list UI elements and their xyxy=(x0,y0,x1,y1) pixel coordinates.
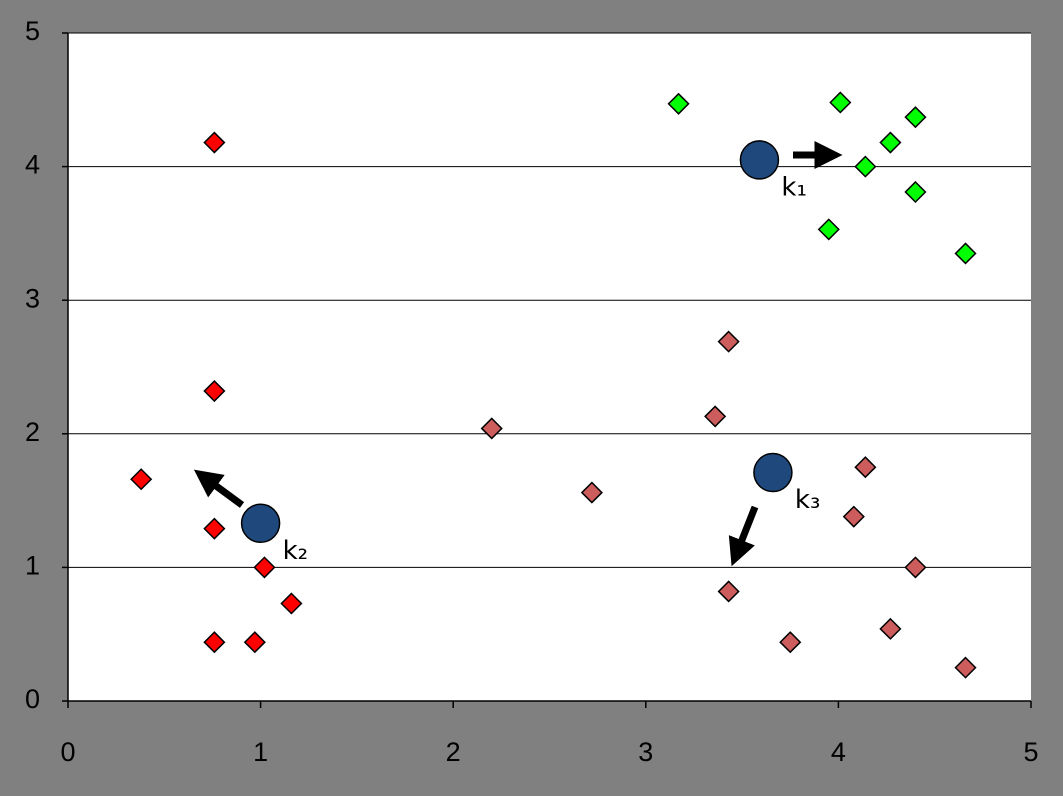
point xyxy=(580,481,603,504)
point xyxy=(904,180,927,204)
x-tick-label: 4 xyxy=(831,737,846,767)
point xyxy=(253,556,276,579)
point xyxy=(203,379,226,403)
point xyxy=(904,106,927,129)
arrow xyxy=(193,469,245,508)
point xyxy=(480,417,503,440)
y-tick-label: 3 xyxy=(25,283,40,313)
point xyxy=(854,456,877,479)
point xyxy=(203,631,226,654)
plot-area xyxy=(68,33,1031,701)
y-tick-label: 1 xyxy=(25,551,40,581)
point xyxy=(954,242,977,265)
point xyxy=(879,617,902,640)
point xyxy=(203,131,226,154)
x-tick-label: 3 xyxy=(638,737,653,767)
y-tick-label: 0 xyxy=(25,684,40,714)
point xyxy=(879,131,902,154)
y-tick-label: 4 xyxy=(25,150,40,180)
centroid-label: k₁ xyxy=(781,172,806,202)
centroid xyxy=(753,452,793,493)
point xyxy=(243,631,266,654)
centroid xyxy=(739,140,780,180)
point xyxy=(842,505,865,528)
centroid xyxy=(240,503,281,544)
centroid-label: k₂ xyxy=(283,536,308,566)
point xyxy=(130,468,153,491)
x-tick-label: 0 xyxy=(60,737,75,767)
point xyxy=(817,218,840,241)
point xyxy=(779,631,802,654)
arrow xyxy=(728,505,759,567)
point xyxy=(854,155,877,178)
y-tick-label: 5 xyxy=(25,16,40,46)
point xyxy=(704,405,727,428)
point xyxy=(829,91,852,114)
x-tick-label: 5 xyxy=(1023,737,1038,767)
y-tick-label: 2 xyxy=(25,417,40,447)
point xyxy=(667,92,690,115)
point xyxy=(203,517,226,540)
x-tick-label: 1 xyxy=(253,737,268,767)
point xyxy=(954,656,977,679)
point xyxy=(904,556,927,579)
point xyxy=(717,330,740,353)
point xyxy=(280,592,303,615)
x-tick-label: 2 xyxy=(446,737,461,767)
centroid-label: k₃ xyxy=(795,485,820,515)
point xyxy=(717,580,740,603)
